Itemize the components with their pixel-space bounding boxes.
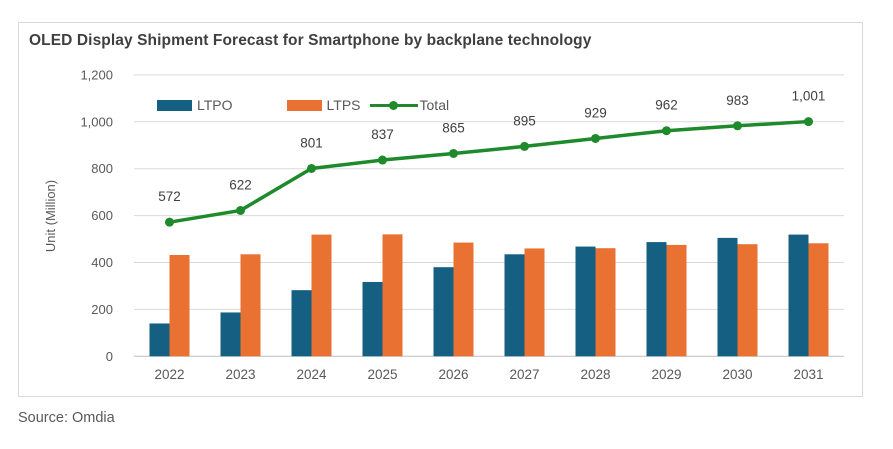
total-data-label-2028: 929: [584, 105, 607, 120]
y-tick-label-800: 800: [91, 161, 113, 176]
bar-ltps-2023: [240, 254, 261, 357]
x-tick-label-2026: 2026: [438, 367, 468, 382]
total-data-label-2023: 622: [229, 177, 252, 192]
bar-ltps-2026: [453, 242, 474, 357]
x-tick-label-2028: 2028: [580, 367, 610, 382]
bar-ltpo-2029: [646, 242, 667, 357]
total-marker-2022: [165, 217, 174, 227]
total-marker-2025: [378, 155, 387, 165]
bar-ltps-2022: [169, 254, 190, 357]
total-marker-2031: [804, 117, 813, 127]
chart-card: OLED Display Shipment Forecast for Smart…: [18, 22, 863, 397]
total-marker-2027: [520, 141, 529, 151]
bar-ltps-2025: [382, 234, 403, 357]
total-data-label-2030: 983: [726, 93, 749, 108]
bar-ltps-2024: [311, 234, 332, 357]
x-tick-label-2029: 2029: [651, 367, 681, 382]
bar-ltpo-2028: [575, 246, 596, 357]
y-tick-label-600: 600: [91, 208, 113, 223]
total-data-label-2025: 837: [371, 127, 394, 142]
total-marker-2024: [307, 163, 316, 173]
total-data-label-2022: 572: [158, 189, 181, 204]
source-note: Source: Omdia: [18, 410, 115, 426]
total-marker-2030: [733, 121, 742, 131]
x-tick-label-2030: 2030: [722, 367, 752, 382]
total-marker-2026: [449, 148, 458, 158]
bar-ltpo-2025: [362, 281, 383, 357]
total-line: [169, 119, 809, 224]
bar-ltpo-2026: [433, 267, 454, 357]
total-line-marker-icon: [369, 99, 418, 111]
bar-ltpo-2022: [149, 323, 170, 357]
legend-item-ltpo: LTPO: [157, 97, 233, 113]
chart-legend: LTPO LTPS Total: [157, 97, 449, 113]
chart-title: OLED Display Shipment Forecast for Smart…: [29, 32, 592, 49]
x-tick-label-2022: 2022: [154, 367, 184, 382]
x-tick-label-2025: 2025: [367, 367, 397, 382]
y-axis-title: Unit (Million): [43, 180, 58, 252]
bar-ltps-2030: [737, 244, 758, 357]
x-tick-label-2024: 2024: [296, 367, 327, 382]
legend-label-total: Total: [419, 97, 450, 113]
y-tick-label-1200: 1,200: [80, 67, 113, 82]
bar-ltps-2031: [808, 243, 829, 357]
y-tick-label-0: 0: [106, 349, 113, 364]
bar-ltpo-2024: [291, 290, 312, 357]
total-data-label-2031: 1,001: [792, 89, 826, 104]
ltpo-swatch-icon: [157, 99, 192, 111]
total-marker-2023: [236, 205, 245, 215]
combo-chart-plot: 0 200 400 600 800 1,000 1,200 Unit (Million) 202…: [43, 67, 844, 382]
bar-ltpo-2027: [504, 254, 525, 357]
legend-label-ltps: LTPS: [326, 97, 361, 113]
bar-ltpo-2031: [788, 234, 809, 357]
bar-ltps-2028: [595, 248, 616, 357]
total-data-label-2024: 801: [300, 135, 323, 150]
x-tick-label-2027: 2027: [509, 367, 539, 382]
total-data-label-2026: 865: [442, 120, 465, 135]
x-tick-label-2023: 2023: [225, 367, 255, 382]
bar-ltpo-2030: [717, 237, 738, 357]
total-data-label-2027: 895: [513, 113, 536, 128]
legend-item-total: Total: [369, 97, 450, 113]
y-tick-label-400: 400: [91, 255, 113, 270]
bar-ltps-2029: [666, 244, 687, 357]
x-tick-label-2031: 2031: [793, 367, 823, 382]
total-data-label-2029: 962: [655, 98, 678, 113]
total-marker-2028: [591, 133, 600, 143]
bar-ltps-2027: [524, 248, 545, 357]
total-marker-2029: [662, 126, 671, 136]
y-tick-label-1000: 1,000: [80, 114, 113, 129]
legend-label-ltpo: LTPO: [197, 97, 233, 113]
ltps-swatch-icon: [286, 99, 322, 111]
y-tick-label-200: 200: [91, 302, 113, 317]
legend-item-ltps: LTPS: [286, 97, 361, 113]
bar-ltpo-2023: [220, 312, 241, 357]
